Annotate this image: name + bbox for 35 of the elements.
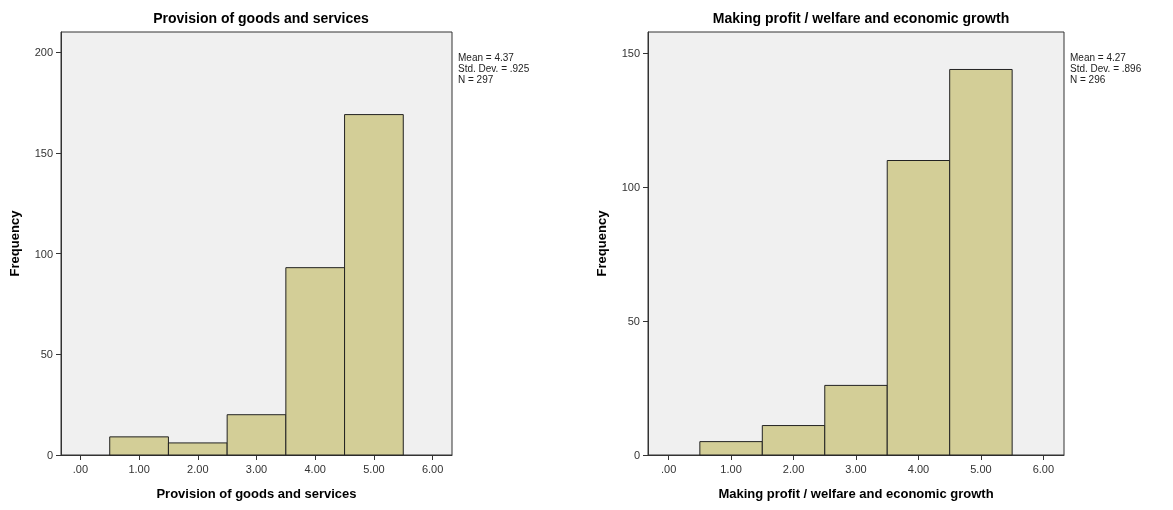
x-tick-label: 4.00 (907, 462, 930, 475)
text: Mean = 4.27 (1070, 51, 1127, 63)
y-axis-title: Frequency (594, 209, 609, 277)
x-axis-title: Provision of goods and services (156, 486, 357, 501)
text: Std. Dev. = .925 (458, 62, 530, 74)
text: N = 297 (458, 73, 494, 85)
x-tick-label: 3.00 (845, 462, 867, 475)
x-tick-label: 5.00 (363, 462, 385, 475)
y-axis-title: Frequency (7, 209, 22, 277)
chart-title: Provision of goods and services (153, 10, 369, 26)
x-tick-label: 2.00 (187, 462, 209, 475)
text: Mean = 4.37 (458, 51, 515, 63)
text: N = 296 (1070, 73, 1106, 85)
x-axis-title: Making profit / welfare and economic growth (718, 486, 994, 501)
y-tick-label: 50 (627, 315, 640, 328)
x-tick-label: 6.00 (1032, 462, 1055, 475)
y-tick-label: 150 (34, 146, 53, 159)
y-tick-label: 100 (34, 247, 53, 260)
y-tick-label: 200 (34, 46, 53, 59)
x-tick-label: 2.00 (782, 462, 805, 475)
x-tick-label: 1.00 (128, 462, 150, 475)
text: Std. Dev. = .896 (1070, 62, 1142, 74)
x-tick-label: 6.00 (421, 462, 444, 475)
x-tick-label: 3.00 (245, 462, 268, 475)
x-tick-label: 4.00 (304, 462, 326, 475)
y-tick-label: 150 (621, 47, 640, 60)
x-tick-label: .00 (72, 462, 89, 475)
y-tick-label: 0 (46, 449, 53, 461)
x-tick-label: 5.00 (970, 462, 992, 475)
chart-title: Making profit / welfare and economic growth (712, 10, 1010, 26)
x-tick-label: 1.00 (720, 462, 742, 475)
y-tick-label: 50 (40, 348, 53, 361)
y-tick-label: 0 (633, 449, 640, 461)
x-tick-label: .00 (660, 462, 677, 475)
y-tick-label: 100 (621, 181, 640, 194)
